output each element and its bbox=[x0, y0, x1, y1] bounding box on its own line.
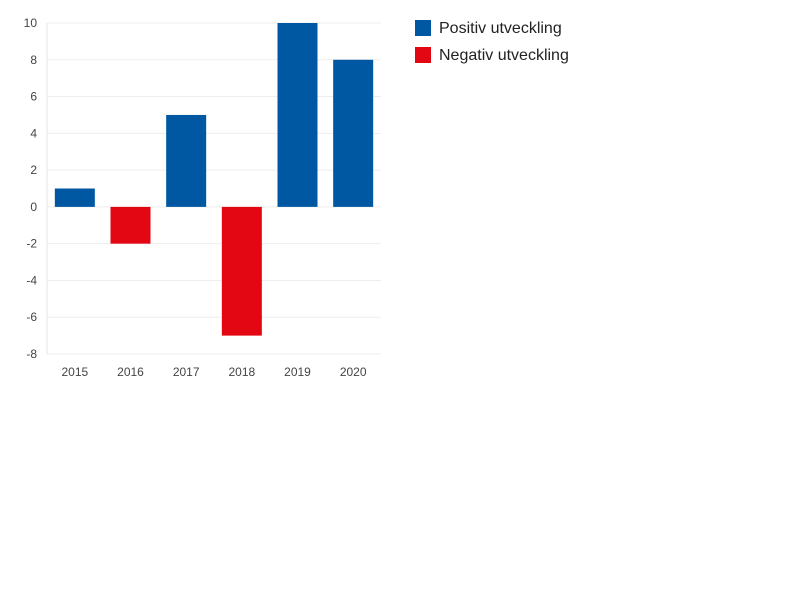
y-axis-ticks: 10 8 6 4 2 0 -2 -4 -6 -8 bbox=[24, 16, 38, 361]
bar-2017 bbox=[166, 114, 207, 207]
bar-2018 bbox=[221, 206, 262, 336]
y-tick-label: 0 bbox=[30, 200, 37, 214]
x-tick-label: 2018 bbox=[228, 365, 255, 379]
x-tick-label: 2019 bbox=[284, 365, 311, 379]
y-tick-label: -2 bbox=[26, 237, 37, 251]
legend-swatch-positive bbox=[415, 20, 431, 36]
bar-2015 bbox=[54, 188, 95, 207]
y-tick-label: 2 bbox=[30, 163, 37, 177]
legend-label-positive: Positiv utveckling bbox=[439, 20, 562, 37]
y-tick-label: -4 bbox=[26, 273, 37, 287]
bars bbox=[54, 23, 374, 336]
y-tick-label: -6 bbox=[26, 310, 37, 324]
y-tick-label: 8 bbox=[30, 53, 37, 67]
bar-2020 bbox=[333, 59, 374, 207]
y-tick-label: 4 bbox=[30, 126, 37, 140]
bar-2016 bbox=[110, 206, 151, 244]
x-tick-label: 2017 bbox=[173, 365, 200, 379]
grid-lines bbox=[47, 22, 381, 355]
legend-label-negative: Negativ utveckling bbox=[439, 47, 569, 64]
bar-2019 bbox=[277, 23, 318, 207]
y-tick-label: -8 bbox=[26, 347, 37, 361]
x-tick-label: 2020 bbox=[340, 365, 367, 379]
y-tick-label: 6 bbox=[30, 90, 37, 104]
legend-swatch-negative bbox=[415, 47, 431, 63]
x-tick-label: 2016 bbox=[117, 365, 144, 379]
x-axis-ticks: 2015 2016 2017 2018 2019 2020 bbox=[61, 365, 366, 379]
x-tick-label: 2015 bbox=[61, 365, 88, 379]
y-tick-label: 10 bbox=[24, 16, 38, 30]
legend: Positiv utveckling Negativ utveckling bbox=[415, 20, 569, 64]
